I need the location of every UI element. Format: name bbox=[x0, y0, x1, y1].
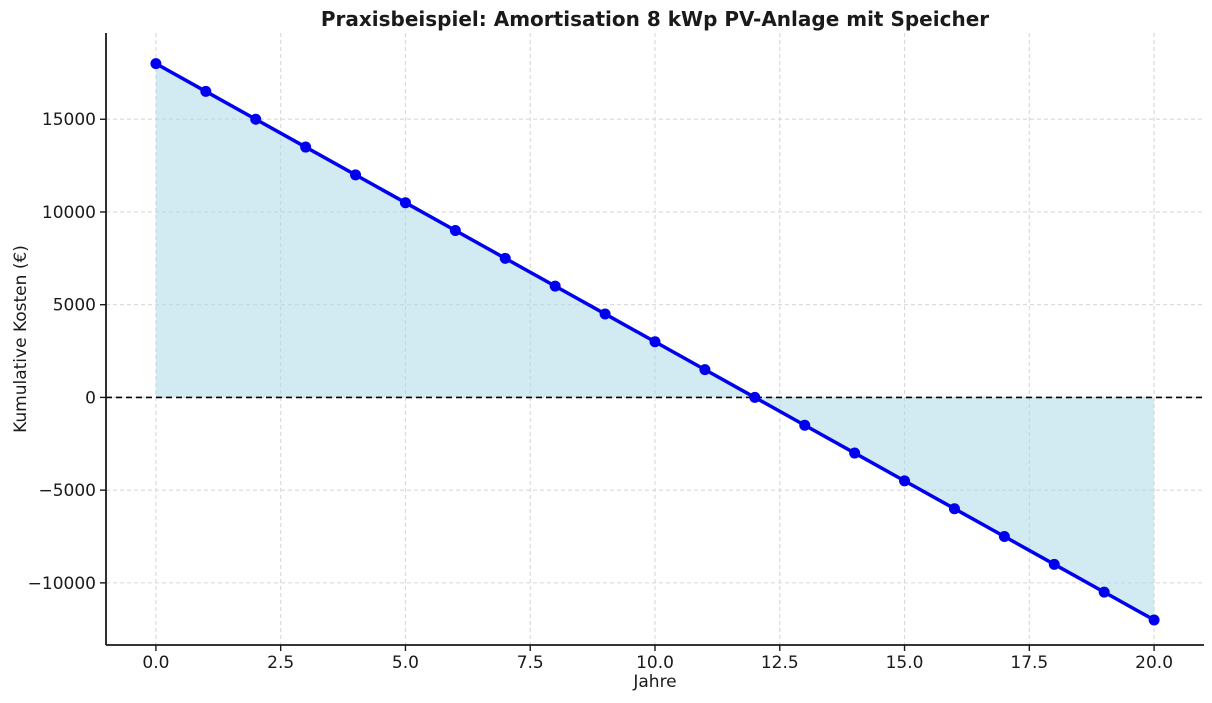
data-point-marker bbox=[599, 308, 611, 320]
x-tick-label: 7.5 bbox=[517, 653, 544, 673]
y-tick-label: 10000 bbox=[42, 203, 96, 223]
data-point-marker bbox=[699, 364, 711, 376]
data-point-marker bbox=[399, 197, 411, 209]
data-point-marker bbox=[549, 280, 561, 292]
data-point-marker bbox=[499, 252, 511, 264]
x-tick-label: 0.0 bbox=[142, 653, 169, 673]
x-tick-label: 20.0 bbox=[1135, 653, 1173, 673]
data-point-marker bbox=[899, 475, 911, 487]
data-point-marker bbox=[250, 113, 262, 125]
x-tick-label: 5.0 bbox=[392, 653, 419, 673]
data-point-marker bbox=[200, 85, 212, 97]
y-tick-label: −5000 bbox=[38, 481, 96, 501]
x-tick-label: 15.0 bbox=[886, 653, 924, 673]
data-point-marker bbox=[649, 336, 661, 348]
y-tick-label: 5000 bbox=[53, 296, 96, 316]
chart-title: Praxisbeispiel: Amortisation 8 kWp PV-An… bbox=[320, 7, 990, 31]
data-point-marker bbox=[449, 225, 461, 237]
data-point-marker bbox=[749, 391, 761, 403]
data-point-marker bbox=[948, 503, 960, 515]
data-point-marker bbox=[350, 169, 362, 181]
y-tick-label: 0 bbox=[85, 388, 96, 408]
y-tick-label: 15000 bbox=[42, 110, 96, 130]
data-point-marker bbox=[1048, 558, 1060, 570]
data-point-marker bbox=[849, 447, 861, 459]
x-tick-label: 17.5 bbox=[1010, 653, 1048, 673]
data-point-marker bbox=[300, 141, 312, 153]
x-tick-label: 2.5 bbox=[267, 653, 294, 673]
data-point-marker bbox=[150, 58, 162, 70]
y-tick-label: −10000 bbox=[28, 574, 96, 594]
data-point-marker bbox=[799, 419, 811, 431]
data-point-marker bbox=[1098, 586, 1110, 598]
x-axis-label: Jahre bbox=[633, 672, 677, 692]
data-point-marker bbox=[1148, 614, 1160, 626]
x-tick-label: 12.5 bbox=[761, 653, 799, 673]
x-tick-label: 10.0 bbox=[636, 653, 674, 673]
data-point-marker bbox=[998, 531, 1010, 543]
